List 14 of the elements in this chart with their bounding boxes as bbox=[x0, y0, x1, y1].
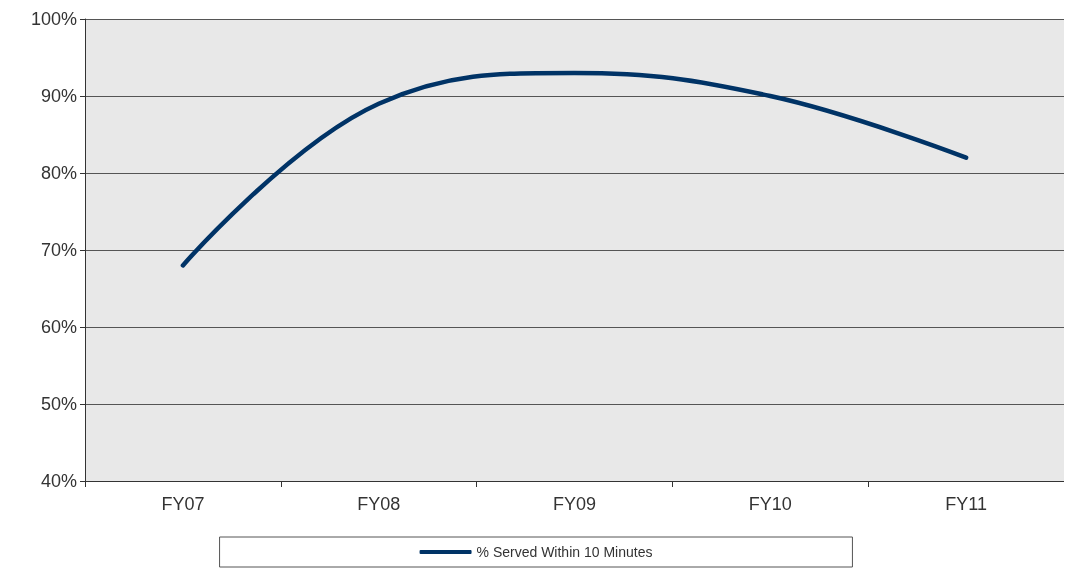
y-tick-label: 60% bbox=[40, 317, 77, 337]
x-tick-label: FY09 bbox=[552, 494, 597, 514]
legend-label: % Served Within 10 Minutes bbox=[476, 544, 653, 560]
line-series bbox=[180, 70, 969, 268]
y-tick-label: 90% bbox=[40, 86, 77, 106]
y-tick-label: 80% bbox=[40, 163, 77, 183]
x-tick-label: FY11 bbox=[945, 494, 987, 514]
y-tick-label: 70% bbox=[40, 240, 77, 260]
y-tick-label: 40% bbox=[40, 471, 77, 491]
y-tick-label: 50% bbox=[40, 394, 77, 414]
y-tick-label: 100% bbox=[30, 9, 77, 29]
x-tick-label: FY08 bbox=[357, 494, 401, 514]
x-tick-label: FY07 bbox=[161, 494, 205, 514]
x-tick-label: FY10 bbox=[748, 494, 792, 514]
